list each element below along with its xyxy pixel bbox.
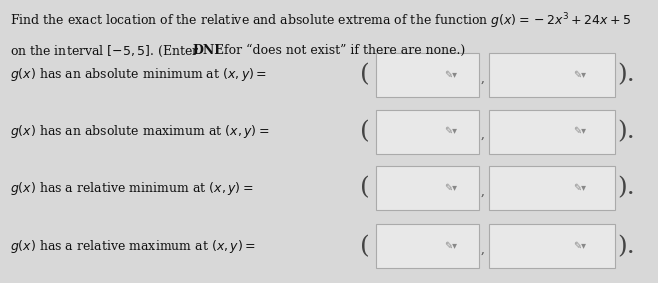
Text: Find the exact location of the relative and absolute extrema of the function $g(: Find the exact location of the relative … — [10, 11, 631, 31]
Text: ✎▾: ✎▾ — [573, 127, 586, 137]
Text: ,: , — [480, 185, 484, 198]
Text: (: ( — [361, 235, 370, 258]
Bar — [489, 110, 615, 153]
Text: ✎▾: ✎▾ — [573, 183, 586, 193]
Text: ✎▾: ✎▾ — [443, 70, 457, 80]
Text: DNE: DNE — [193, 44, 224, 57]
Bar — [376, 110, 479, 153]
Bar — [489, 224, 615, 268]
Text: ).: ). — [617, 235, 635, 258]
Text: $g(x)$ has an absolute minimum at $(x, y) =$: $g(x)$ has an absolute minimum at $(x, y… — [10, 67, 267, 83]
Text: ✎▾: ✎▾ — [573, 241, 586, 251]
Text: ✎▾: ✎▾ — [573, 70, 586, 80]
Text: ✎▾: ✎▾ — [443, 241, 457, 251]
Text: ,: , — [480, 71, 484, 84]
Bar — [376, 224, 479, 268]
Text: $g(x)$ has an absolute maximum at $(x, y) =$: $g(x)$ has an absolute maximum at $(x, y… — [10, 123, 269, 140]
Text: $g(x)$ has a relative maximum at $(x, y) =$: $g(x)$ has a relative maximum at $(x, y)… — [10, 238, 256, 255]
Bar — [489, 166, 615, 210]
Text: for “does not exist” if there are none.): for “does not exist” if there are none.) — [220, 44, 466, 57]
Bar — [376, 53, 479, 97]
Text: ).: ). — [617, 63, 635, 87]
Text: ,: , — [480, 128, 484, 141]
Text: ).: ). — [617, 177, 635, 200]
Text: ✎▾: ✎▾ — [443, 127, 457, 137]
Text: on the interval $[-5, 5]$. (Enter: on the interval $[-5, 5]$. (Enter — [10, 44, 200, 59]
Text: (: ( — [361, 63, 370, 87]
Bar — [376, 166, 479, 210]
Text: ✎▾: ✎▾ — [443, 183, 457, 193]
Text: ,: , — [480, 243, 484, 256]
Text: (: ( — [361, 177, 370, 200]
Text: (: ( — [361, 120, 370, 143]
Text: ).: ). — [617, 120, 635, 143]
Text: $g(x)$ has a relative minimum at $(x, y) =$: $g(x)$ has a relative minimum at $(x, y)… — [10, 180, 253, 197]
Bar — [489, 53, 615, 97]
